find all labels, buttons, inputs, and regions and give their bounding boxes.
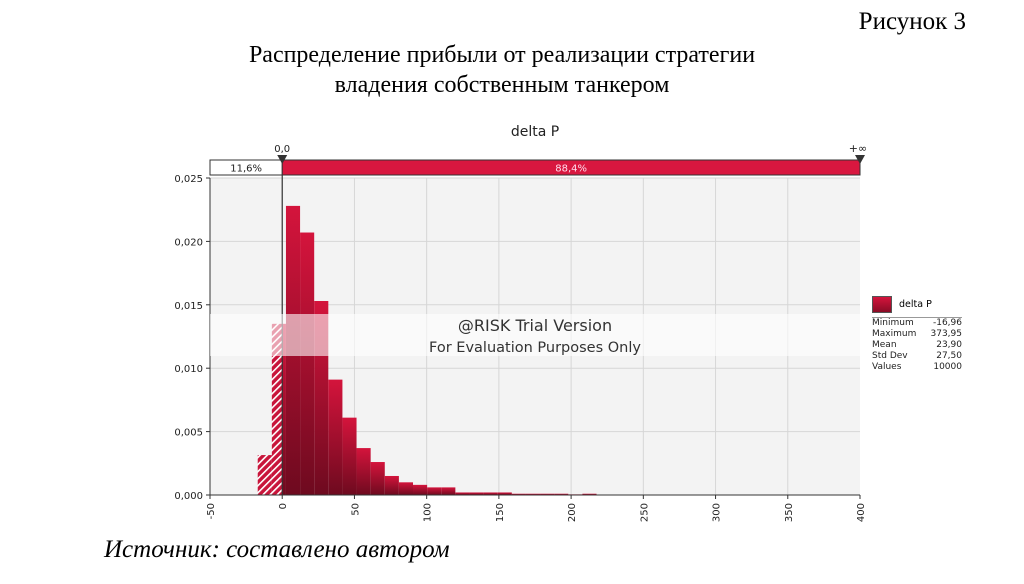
watermark-line-2: For Evaluation Purposes Only [429, 340, 641, 356]
figure-title: Распределение прибыли от реализации стра… [0, 40, 1004, 100]
stat-value: 10000 [933, 362, 962, 372]
stat-value: 27,50 [936, 351, 962, 361]
histogram-bar [398, 482, 414, 495]
stat-label: Maximum [872, 329, 917, 339]
histogram-bar [525, 493, 541, 495]
y-tick-label: 0,005 [174, 428, 203, 439]
histogram-bar [328, 379, 343, 495]
stat-row: Maximum 373,95 [872, 329, 962, 340]
histogram-bar [497, 492, 512, 495]
x-tick-label: 350 [784, 503, 795, 522]
watermark-band [210, 314, 860, 356]
x-tick-label: 400 [856, 503, 867, 522]
left-probability-label: 11,6% [230, 164, 262, 175]
histogram-bar [540, 493, 555, 495]
histogram-bar [282, 323, 286, 495]
histogram-bar [455, 492, 470, 495]
right-probability-box [281, 159, 861, 176]
stat-value: 373,95 [930, 329, 963, 339]
figure-label: Рисунок 3 [858, 8, 966, 35]
stat-row: Mean 23,90 [872, 340, 962, 351]
x-tick-label: 150 [495, 503, 506, 522]
histogram-bar [427, 487, 442, 495]
histogram-bar [342, 417, 357, 495]
x-tick-label: 100 [423, 503, 434, 522]
stat-label: Mean [872, 340, 897, 350]
chart-title: delta P [511, 124, 559, 140]
histogram-bar-negative-part [271, 323, 283, 495]
y-tick-label: 0,025 [174, 174, 203, 185]
histogram-bar [384, 475, 399, 495]
stat-value: -16,96 [932, 318, 962, 328]
histogram-bar [257, 455, 272, 495]
right-probability-label: 88,4% [555, 164, 587, 175]
legend-label: delta P [899, 299, 932, 310]
x-tick-label: 250 [639, 503, 650, 522]
right-delimiter-marker-icon [855, 155, 865, 164]
stat-label: Values [872, 362, 902, 372]
stat-row: Values 10000 [872, 362, 962, 373]
left-delimiter-marker-icon [277, 155, 288, 164]
x-tick-label: 300 [712, 503, 723, 522]
histogram-bar [582, 493, 597, 495]
x-tick-label: 200 [567, 503, 578, 522]
stat-row: Std Dev 27,50 [872, 351, 962, 362]
source-note: Источник: составлено автором [104, 536, 450, 563]
x-tick-label: -50 [206, 503, 217, 519]
histogram-bar [300, 232, 315, 496]
histogram-bar [356, 448, 371, 495]
histogram-bar [483, 492, 498, 495]
watermark-line-1: @RISK Trial Version [458, 316, 612, 335]
right-delimiter-label: +∞ [849, 142, 867, 155]
histogram-bar [511, 493, 526, 495]
stat-value: 23,90 [936, 340, 962, 350]
stat-label: Std Dev [872, 351, 908, 361]
stats-table: Minimum -16,96 Maximum 373,95 Mean 23,90 St… [872, 318, 962, 373]
histogram-bar [370, 462, 385, 495]
stat-row: Minimum -16,96 [872, 318, 962, 329]
title-line-2: владения собственным танкером [334, 72, 670, 98]
x-tick-label: 0 [278, 503, 289, 509]
y-tick-label: 0,020 [174, 237, 203, 248]
title-line-1: Распределение прибыли от реализации стра… [248, 42, 756, 68]
histogram-bar [469, 492, 484, 495]
histogram-bar [554, 493, 569, 495]
histogram-bar [413, 484, 428, 495]
legend: delta P [872, 296, 962, 318]
legend-swatch [872, 296, 892, 313]
y-tick-label: 0,015 [174, 301, 203, 312]
stat-label: Minimum [872, 318, 914, 328]
x-tick-label: 50 [350, 503, 361, 516]
left-delimiter-label: 0,0 [274, 144, 290, 155]
y-tick-label: 0,000 [174, 491, 203, 502]
y-tick-label: 0,010 [174, 364, 203, 375]
histogram-bar [441, 487, 456, 495]
